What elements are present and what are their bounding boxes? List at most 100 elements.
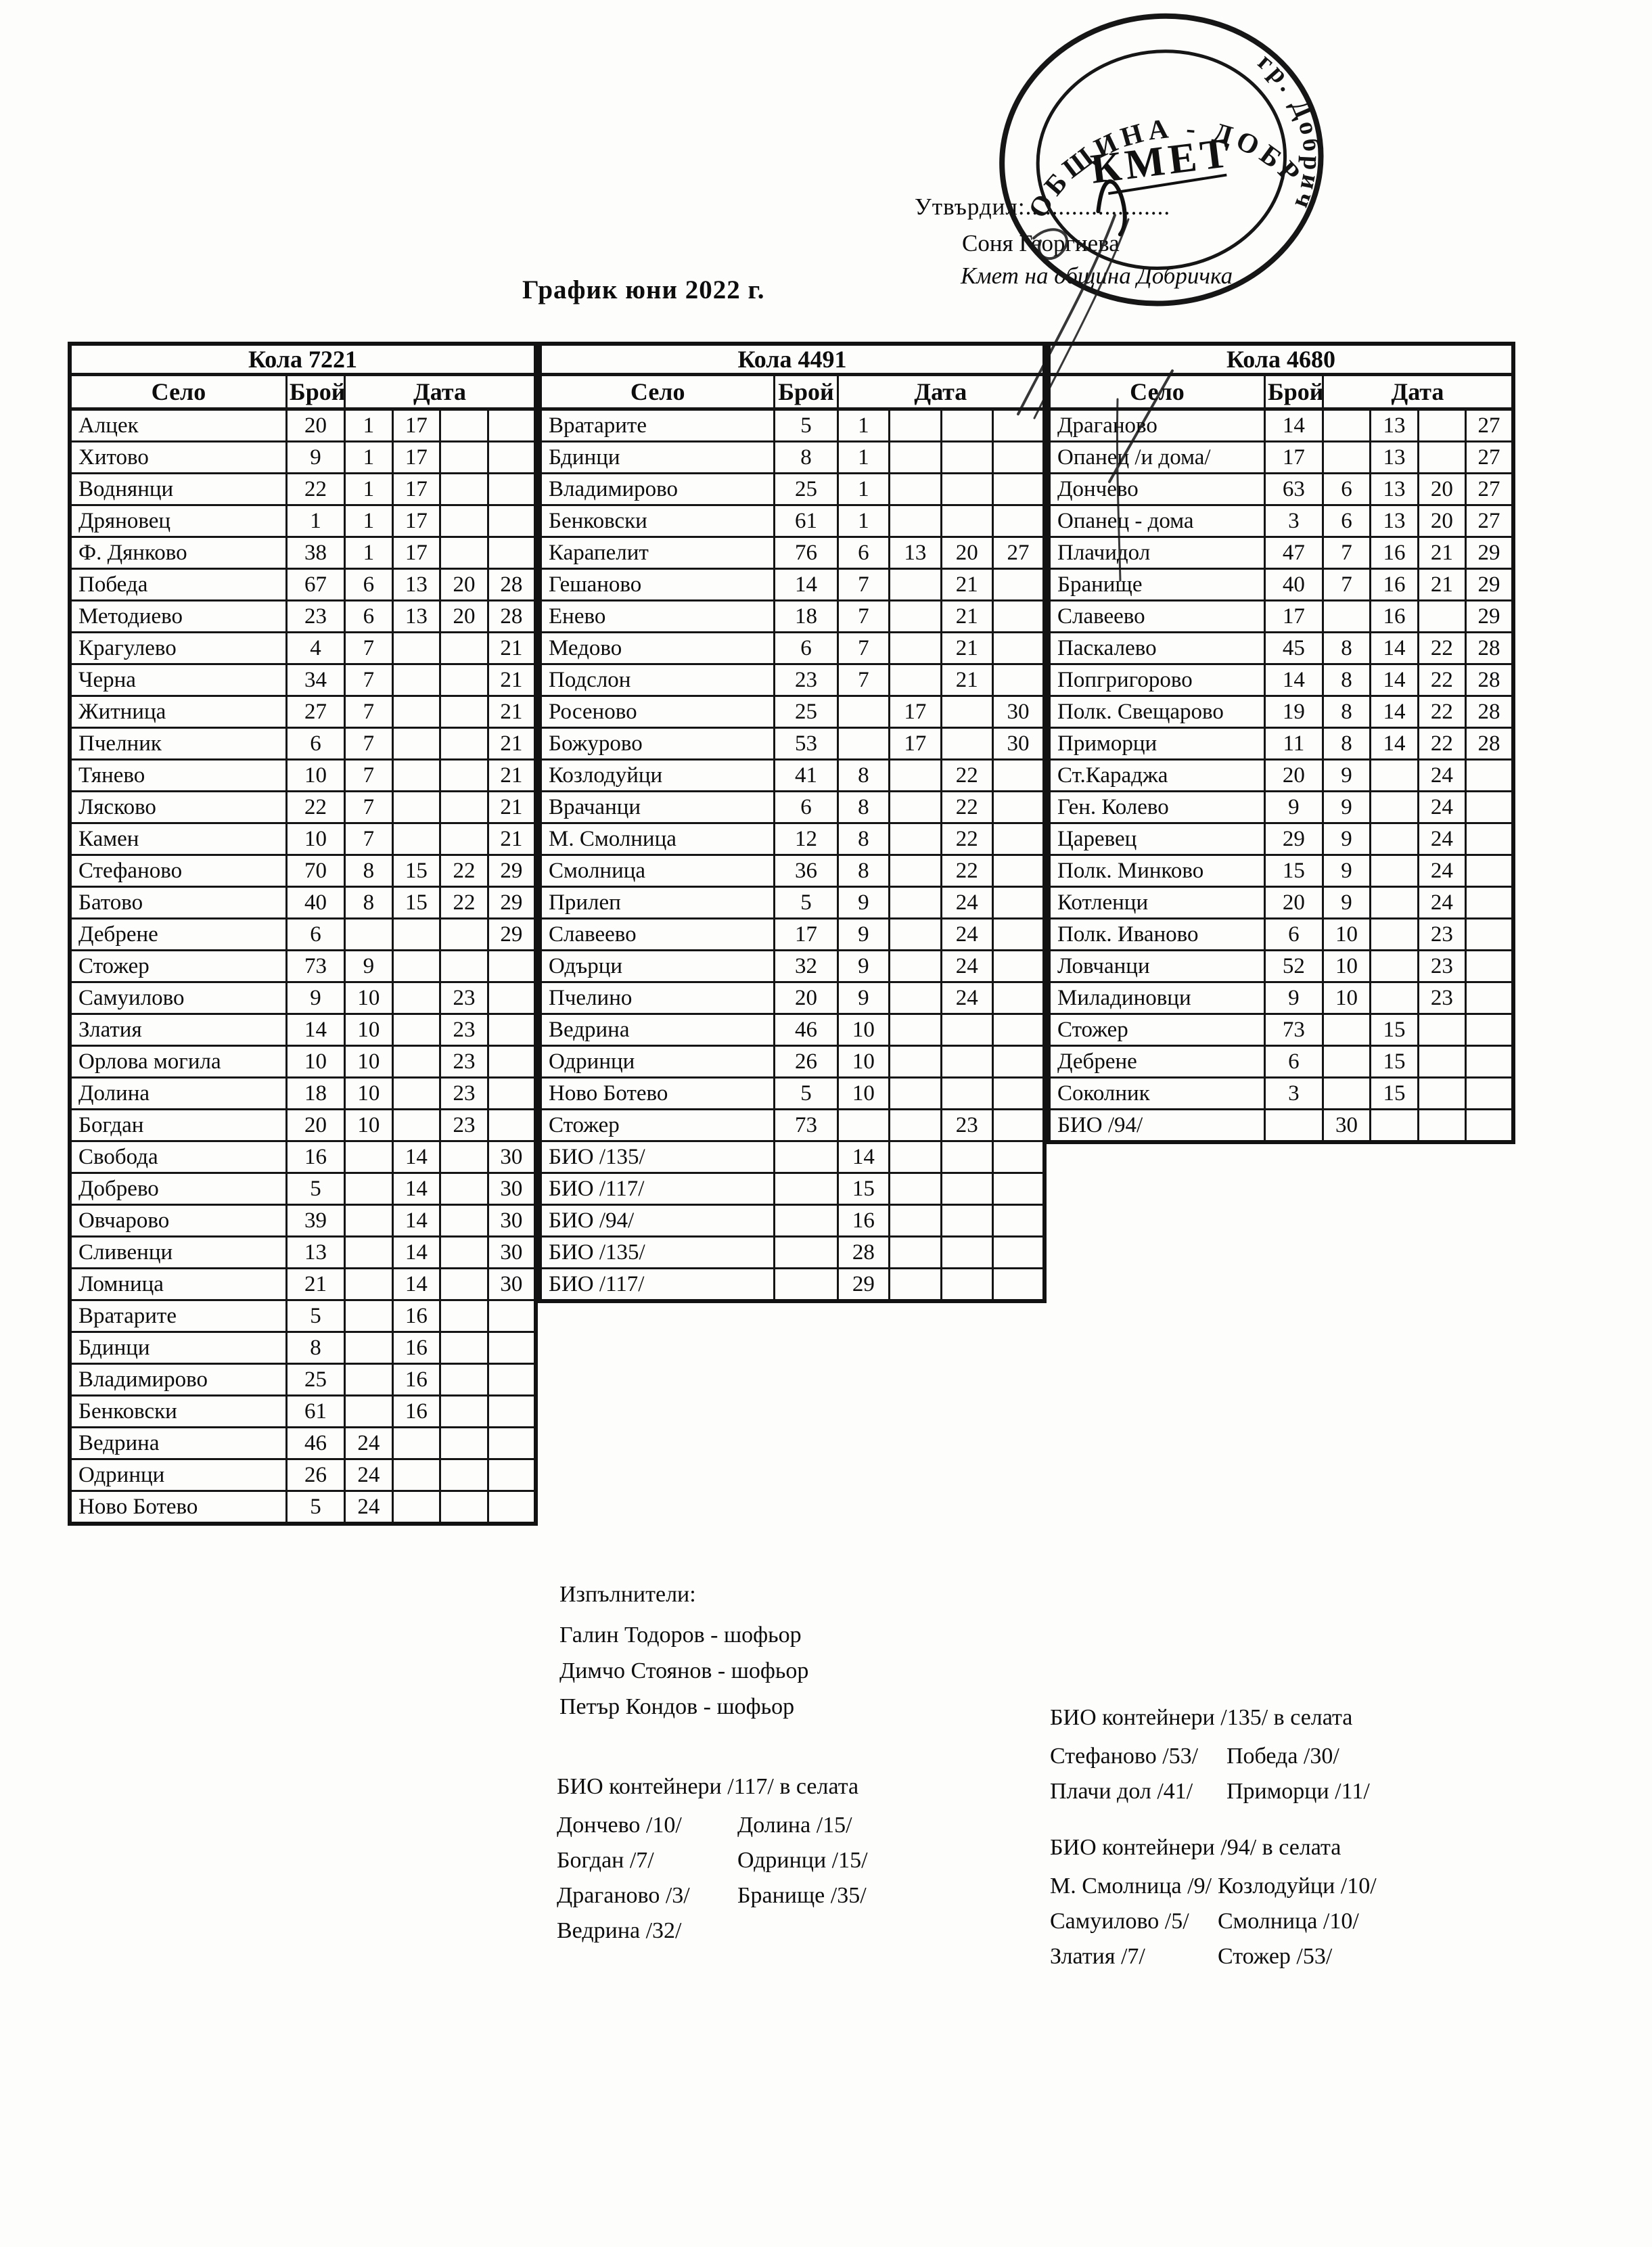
table-row: Пчелино 20 9 24 — [538, 981, 1046, 1015]
date-cell: 9 — [836, 949, 891, 983]
count-cell: 6 — [1263, 1045, 1324, 1079]
date-cell: 17 — [391, 504, 442, 538]
date-cell: 14 — [391, 1140, 442, 1174]
village-cell: Хитово — [68, 440, 288, 474]
count-cell: 39 — [285, 1204, 346, 1238]
count-cell: 63 — [1263, 472, 1324, 506]
date-cell: 17 — [391, 408, 442, 442]
date-cell — [486, 1458, 537, 1492]
date-cell: 30 — [486, 1267, 537, 1301]
date-cell — [940, 727, 994, 761]
date-cell: 30 — [992, 695, 1046, 729]
village-cell: Подслон — [538, 663, 776, 697]
date-cell — [1369, 854, 1419, 888]
date-cell: 8 — [1321, 631, 1372, 665]
date-cell: 28 — [836, 1235, 891, 1269]
village-cell: Росеново — [538, 695, 776, 729]
date-cell — [1321, 1076, 1372, 1110]
date-cell: 23 — [940, 1108, 994, 1142]
count-cell: 15 — [1263, 854, 1324, 888]
date-cell: 8 — [836, 854, 891, 888]
date-cell: 7 — [344, 758, 394, 792]
date-cell — [439, 1363, 489, 1397]
date-cell: 21 — [486, 822, 537, 856]
table-car-title: Кола 4680 — [1047, 342, 1515, 376]
table-row: Пчелник 6 7 21 — [68, 727, 537, 761]
date-cell: 21 — [486, 631, 537, 665]
date-cell: 9 — [1321, 758, 1372, 792]
date-cell — [1465, 949, 1515, 983]
village-cell: Батово — [68, 886, 288, 920]
count-cell: 26 — [773, 1045, 839, 1079]
village-cell: Сливенци — [68, 1235, 288, 1269]
village-cell: Тянево — [68, 758, 288, 792]
date-cell: 22 — [1417, 727, 1467, 761]
date-cell: 14 — [1369, 727, 1419, 761]
date-cell: 30 — [486, 1140, 537, 1174]
date-cell — [439, 663, 489, 697]
date-cell: 15 — [836, 1172, 891, 1206]
table-row: Победа 67 6 13 20 28 — [68, 568, 537, 602]
date-cell — [992, 1013, 1046, 1047]
count-cell: 5 — [285, 1172, 346, 1206]
date-cell: 24 — [940, 949, 994, 983]
date-cell — [391, 949, 442, 983]
date-cell — [486, 1045, 537, 1079]
date-cell — [992, 1076, 1046, 1110]
table-row: Воднянци 22 1 17 — [68, 472, 537, 506]
table-row: Ведрина 46 10 — [538, 1013, 1046, 1047]
village-cell: Славеево — [1047, 599, 1266, 633]
date-cell: 21 — [486, 663, 537, 697]
date-cell — [940, 1140, 994, 1174]
date-cell — [1369, 790, 1419, 824]
table-row: Прилеп 5 9 24 — [538, 886, 1046, 920]
date-cell: 29 — [1465, 568, 1515, 602]
date-cell — [1369, 1108, 1419, 1143]
date-cell — [344, 1331, 394, 1365]
date-cell — [486, 1013, 537, 1047]
date-cell — [940, 1235, 994, 1269]
table-row: Сливенци 13 14 30 — [68, 1235, 537, 1269]
village-cell: Опанец /и дома/ — [1047, 440, 1266, 474]
table-row: Одърци 32 9 24 — [538, 949, 1046, 983]
date-cell — [1417, 1108, 1467, 1143]
date-cell: 15 — [1369, 1013, 1419, 1047]
date-cell: 14 — [1369, 663, 1419, 697]
date-cell — [992, 917, 1046, 951]
date-cell — [1417, 1013, 1467, 1047]
count-cell: 5 — [773, 1076, 839, 1110]
date-cell: 1 — [344, 536, 394, 570]
table-row: Вратарите 5 16 — [68, 1299, 537, 1333]
village-cell: БИО /117/ — [538, 1172, 776, 1206]
bio-section-heading: БИО контейнери /135/ в селата — [1050, 1705, 1353, 1730]
date-cell — [486, 1108, 537, 1142]
date-cell — [439, 631, 489, 665]
date-cell — [486, 1076, 537, 1110]
date-cell — [439, 1394, 489, 1428]
village-cell: БИО /94/ — [538, 1204, 776, 1238]
village-cell: Енево — [538, 599, 776, 633]
village-cell: Карапелит — [538, 536, 776, 570]
date-cell — [940, 504, 994, 538]
date-cell: 9 — [1321, 822, 1372, 856]
date-cell: 8 — [836, 822, 891, 856]
village-cell: Ведрина — [68, 1426, 288, 1460]
date-cell: 21 — [486, 790, 537, 824]
date-cell: 27 — [1465, 440, 1515, 474]
count-cell: 9 — [1263, 981, 1324, 1015]
date-cell: 29 — [486, 917, 537, 951]
count-cell: 18 — [773, 599, 839, 633]
village-cell: Ген. Колево — [1047, 790, 1266, 824]
date-cell: 1 — [836, 472, 891, 506]
date-cell: 21 — [940, 631, 994, 665]
village-cell: Долина — [68, 1076, 288, 1110]
village-cell: Ведрина — [538, 1013, 776, 1047]
count-cell: 6 — [285, 917, 346, 951]
date-cell — [486, 1299, 537, 1333]
date-cell — [1465, 822, 1515, 856]
date-cell: 16 — [391, 1394, 442, 1428]
date-cell — [992, 949, 1046, 983]
date-cell: 23 — [439, 1076, 489, 1110]
date-cell: 24 — [940, 917, 994, 951]
village-cell: Божурово — [538, 727, 776, 761]
